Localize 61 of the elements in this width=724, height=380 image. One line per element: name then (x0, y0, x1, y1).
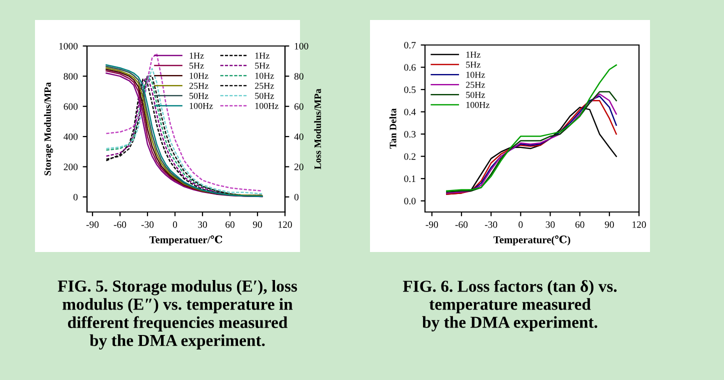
x-axis-title: Temperature(℃) (494, 235, 570, 246)
y-tick-label: 0.2 (404, 153, 416, 160)
y-tick-label: 0.0 (404, 198, 416, 204)
y2-tick-label: 100 (294, 42, 308, 50)
legend-label: 1Hz (255, 52, 270, 59)
legend-label: 25Hz (466, 82, 485, 88)
legend-label: 5Hz (255, 62, 270, 69)
y-tick-label: 0.5 (404, 86, 416, 94)
legend-label: 50Hz (190, 92, 208, 99)
legend-label: 50Hz (466, 92, 485, 98)
x-tick-label: -30 (484, 221, 498, 228)
x-tick-label: 120 (278, 221, 292, 228)
y2-tick-label: 60 (294, 103, 304, 110)
y-tick-label: 400 (64, 133, 78, 140)
y-tick-label: 0.3 (404, 130, 416, 138)
legend-label: 1Hz (190, 52, 204, 59)
y-tick-label: 200 (64, 164, 78, 170)
x-tick-label: 30 (546, 221, 555, 228)
legend-label: 1Hz (466, 52, 480, 58)
x-axis-title: Temperatuer/℃ (149, 235, 222, 246)
x-tick-label: 0 (172, 221, 178, 228)
y-tick-label: 0 (73, 194, 78, 200)
x-tick-label: -60 (455, 221, 468, 228)
y-axis-title: Storage Modulus/MPa (44, 82, 53, 176)
legend-label: 10Hz (190, 72, 208, 79)
legend-label: 5Hz (190, 62, 204, 69)
x-tick-label: -30 (141, 221, 154, 228)
y2-tick-label: 20 (294, 164, 304, 170)
y-tick-label: 800 (64, 73, 78, 80)
y-tick-label: 0.1 (404, 176, 416, 182)
legend-label: 100Hz (466, 102, 490, 108)
y-tick-label: 0.6 (404, 64, 416, 71)
x-tick-label: 0 (518, 221, 523, 228)
y2-tick-label: 40 (294, 133, 304, 140)
legend-label: 100Hz (190, 102, 213, 109)
y-tick-label: 600 (64, 103, 78, 110)
x-tick-label: -90 (86, 221, 99, 228)
x-tick-label: 120 (632, 221, 646, 228)
x-tick-label: 90 (604, 221, 614, 228)
legend-label: 25Hz (189, 82, 208, 89)
y-axis-title: Tan Delta (389, 108, 396, 149)
y-tick-label: 1000 (59, 42, 78, 50)
x-tick-label: 60 (575, 221, 584, 228)
legend-label: 10Hz (466, 72, 485, 78)
y2-tick-label: 80 (294, 73, 304, 80)
legend-label: 5Hz (466, 62, 480, 68)
caption: FIG. 6. Loss factors (tan δ) vs. temperature measured by the DMA experiment. (402, 280, 617, 332)
legend-label: 50Hz (255, 92, 274, 99)
x-tick-label: 60 (226, 221, 234, 228)
legend-label: 100Hz (255, 102, 278, 109)
y2-axis-title: Loss Modulus/MPa (314, 88, 322, 170)
y-tick-label: 0.4 (404, 108, 416, 116)
legend-label: 25Hz (255, 82, 274, 89)
y2-tick-label: 0 (294, 194, 299, 200)
legend-label: 10Hz (255, 72, 274, 79)
x-tick-label: -90 (426, 221, 438, 228)
caption: FIG. 5. Storage modulus (E′), loss modulus (E″) vs. temperature in different frequencies measured by the DMA experiment. (58, 280, 298, 350)
x-tick-label: 90 (252, 221, 262, 228)
x-tick-label: 30 (198, 221, 207, 228)
x-tick-label: -60 (114, 221, 126, 228)
y-tick-label: 0.7 (404, 42, 416, 49)
